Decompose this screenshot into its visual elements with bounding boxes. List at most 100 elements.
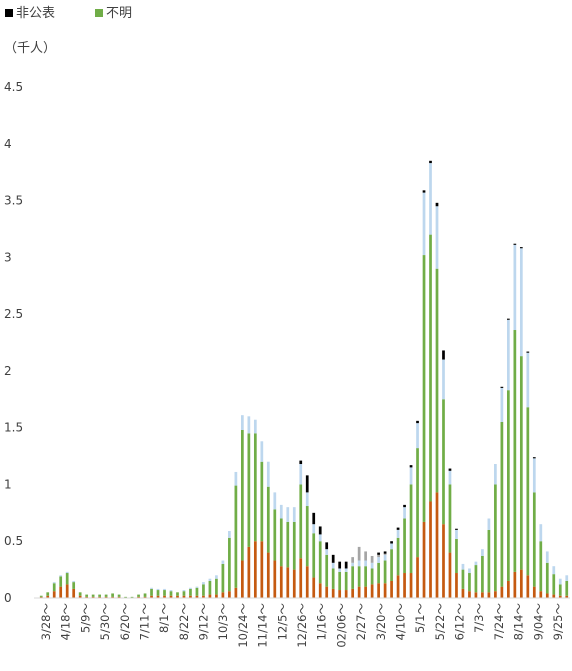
bar-segment: [247, 546, 251, 598]
bar-segment: [364, 551, 367, 561]
bar-segment: [266, 486, 270, 553]
bar-segment: [383, 553, 387, 555]
bar-segment: [435, 206, 439, 269]
x-tick-label: 6/20～: [118, 603, 132, 641]
bar-segment: [208, 594, 212, 598]
bar-segment: [500, 586, 504, 598]
bar-segment: [532, 586, 536, 598]
bar-segment: [507, 580, 510, 598]
bar-segment: [253, 419, 257, 434]
bar-segment: [481, 555, 484, 593]
bar-segment: [344, 568, 348, 572]
bar-segment: [377, 557, 380, 563]
bar-segment: [377, 562, 380, 584]
bar-segment: [221, 563, 225, 593]
bar-segment: [202, 595, 205, 598]
bar-segment: [519, 569, 523, 598]
bar-segment: [156, 595, 160, 598]
bar-segment: [474, 561, 478, 566]
bar-segment: [150, 588, 153, 596]
bar-segment: [195, 587, 199, 596]
bar-segment: [519, 247, 523, 249]
bars: [39, 160, 569, 598]
y-tick-label: 1.5: [4, 421, 23, 435]
bar-segment: [292, 569, 296, 598]
bar-segment: [305, 475, 309, 493]
y-tick-label: 3: [4, 250, 12, 264]
bar-segment: [487, 518, 491, 530]
bar-segment: [39, 595, 43, 597]
bar-segment: [163, 588, 166, 591]
bar-segment: [370, 568, 374, 585]
bar-segment: [481, 592, 484, 598]
bar-segment: [286, 521, 290, 568]
bar-segment: [182, 595, 186, 598]
x-tick-label: 11/14～: [256, 603, 270, 648]
bar-segment: [331, 554, 335, 563]
bar-segment: [461, 588, 465, 598]
bar-segment: [494, 464, 497, 485]
x-tick-label: 5/1～: [413, 603, 427, 634]
x-tick-label: 5/9～: [78, 603, 92, 634]
bar-segment: [169, 595, 173, 598]
bar-segment: [91, 596, 95, 598]
bar-segment: [208, 578, 212, 581]
bar-segment: [253, 541, 257, 598]
bar-segment: [403, 518, 406, 574]
bar-segment: [221, 560, 225, 564]
bar-segment: [312, 524, 316, 534]
bar-segment: [532, 492, 536, 587]
bar-segment: [545, 593, 549, 598]
bar-segment: [312, 533, 316, 578]
bar-segment: [461, 563, 465, 570]
bar-segment: [519, 248, 523, 357]
bar-segment: [241, 415, 244, 430]
bar-segment: [247, 433, 251, 547]
bar-segment: [390, 543, 393, 550]
x-tick-label: 7/11～: [138, 603, 152, 641]
y-tick-label: 1: [4, 477, 12, 491]
bar-segment: [234, 471, 238, 486]
bar-segment: [351, 588, 355, 598]
y-tick-label: 2: [4, 364, 12, 378]
bar-segment: [150, 595, 153, 598]
bar-segment: [526, 351, 530, 353]
x-tick-label: 9/12～: [197, 603, 211, 641]
bar-segment: [325, 549, 329, 555]
bar-segment: [78, 592, 82, 596]
legend-swatch: [95, 9, 103, 17]
bar-segment: [364, 566, 367, 587]
bar-segment: [390, 541, 393, 544]
bar-segment: [390, 549, 393, 581]
bar-segment: [150, 587, 153, 589]
bar-segment: [247, 416, 251, 434]
bar-segment: [396, 529, 400, 538]
x-tick-label: 02/06～: [334, 603, 348, 648]
y-axis: 0 0.5 1 1.5 2 2.5 3 3.5 4 4.5: [4, 80, 23, 605]
bar-segment: [442, 524, 445, 598]
x-tick-label: 2/27～: [354, 603, 368, 641]
bar-segment: [312, 512, 316, 525]
bar-segment: [565, 575, 569, 581]
bar-segment: [552, 574, 556, 595]
x-tick-label: 3/28～: [39, 603, 53, 641]
bar-segment: [513, 244, 517, 331]
bar-segment: [351, 557, 355, 563]
bar-segment: [409, 573, 413, 598]
x-tick-label: 10/3～: [216, 603, 230, 641]
bar-segment: [241, 429, 244, 561]
bar-segment: [474, 592, 478, 598]
bar-segment: [241, 560, 244, 598]
bar-segment: [344, 590, 348, 598]
bar-segment: [318, 534, 322, 542]
bar-segment: [59, 576, 63, 587]
bar-segment: [273, 560, 277, 598]
bar-segment: [215, 594, 218, 598]
x-tick-label: 5/30～: [98, 603, 112, 641]
bar-segment: [442, 350, 445, 360]
bar-segment: [500, 421, 504, 587]
bar-segment: [299, 464, 303, 485]
bar-segment: [383, 554, 387, 561]
bar-segment: [396, 527, 400, 530]
